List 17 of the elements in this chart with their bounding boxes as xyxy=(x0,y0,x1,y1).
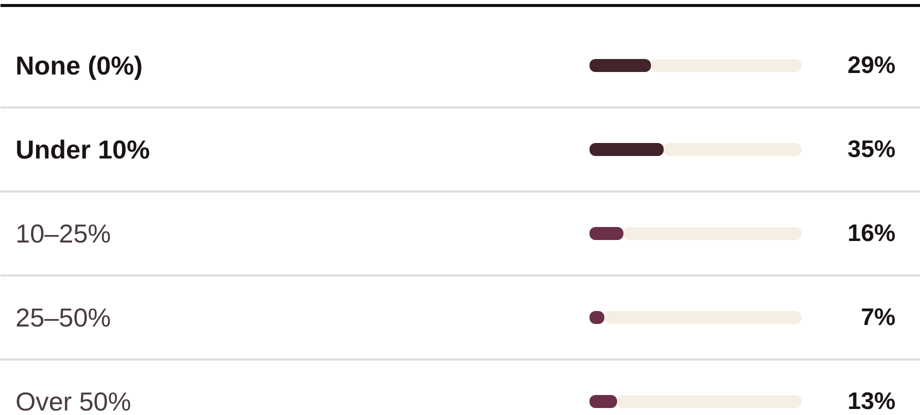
y-tick-label: Under 10% xyxy=(16,134,150,164)
data-label: 16% xyxy=(847,220,896,247)
bar xyxy=(664,143,802,156)
data-label: 13% xyxy=(847,388,896,415)
y-tick-label: None (0%) xyxy=(16,50,143,80)
data-label: 35% xyxy=(847,136,896,163)
bar xyxy=(623,227,802,240)
data-label: 7% xyxy=(860,304,896,331)
bar xyxy=(617,395,802,408)
data-label: 29% xyxy=(847,52,896,79)
y-tick-label: 25–50% xyxy=(16,302,111,332)
bar xyxy=(650,59,802,72)
y-tick-label: 10–25% xyxy=(16,218,111,248)
bar xyxy=(590,143,664,156)
bar xyxy=(604,311,802,324)
y-tick-label: Over 50% xyxy=(16,386,132,415)
bar xyxy=(590,59,651,72)
